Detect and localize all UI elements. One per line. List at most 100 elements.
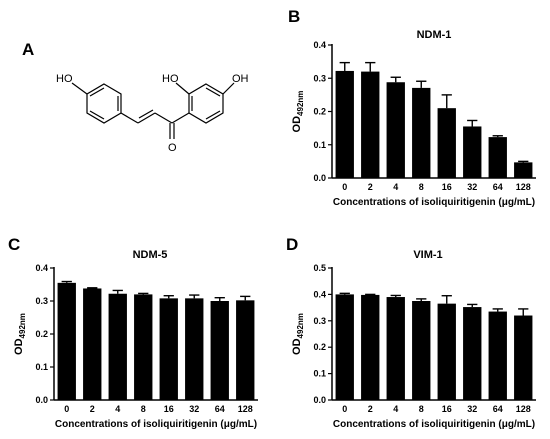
bar xyxy=(361,294,380,400)
bar xyxy=(83,288,102,400)
bar xyxy=(514,162,533,178)
y-axis-label: OD492nm xyxy=(13,313,27,355)
x-tick-label: 2 xyxy=(90,404,95,414)
panel-letter-a: A xyxy=(22,40,34,59)
left-ring-double-bond xyxy=(89,110,105,120)
bar xyxy=(412,87,431,178)
panel-c-chart: C NDM-5 0.0 0.1 0.2 0.3 0.4 0 2 4 8 16 32 64 128 OD4… xyxy=(8,235,258,430)
y-axis-label: OD492nm xyxy=(291,91,305,133)
x-tick-label: 16 xyxy=(442,404,452,414)
panel-letter-d: D xyxy=(286,235,298,254)
right-ring-double-bond xyxy=(205,87,221,97)
x-tick-label: 8 xyxy=(141,404,146,414)
bar xyxy=(463,307,482,400)
y-tick-label: 0.3 xyxy=(313,73,326,83)
ortho-hydroxyl-bond xyxy=(175,82,190,95)
panel-d-chart: D VIM-1 0.00.10.20.30.40.50 2 4 8 16 32 64 128 … xyxy=(286,235,536,430)
y-tick-label: 0.4 xyxy=(313,289,326,299)
y-tick-label: 0.4 xyxy=(313,40,326,50)
x-tick-label: 128 xyxy=(516,182,531,192)
y-axis-label-subscript: 492nm xyxy=(296,91,305,116)
x-axis-label: Concentrations of isoliquiritigenin (μg/… xyxy=(55,419,257,430)
x-tick-label: 8 xyxy=(419,182,424,192)
bar xyxy=(514,315,533,400)
x-tick-label: 32 xyxy=(467,404,477,414)
x-tick-label: 16 xyxy=(164,404,174,414)
alkene-double-bond xyxy=(138,109,154,119)
bar xyxy=(386,82,405,178)
x-tick-label: 64 xyxy=(493,404,503,414)
plot-area: 0.0 0.1 0.2 0.3 0.4 0 2 4 8 16 32 64 128 xyxy=(313,40,536,192)
panel-letter-c: C xyxy=(8,235,20,254)
bar xyxy=(134,294,153,400)
x-tick-label: 0 xyxy=(342,182,347,192)
chart-title: VIM-1 xyxy=(413,249,442,261)
chart-title: NDM-5 xyxy=(133,249,168,261)
bar xyxy=(361,71,380,178)
chart-title: NDM-1 xyxy=(417,29,452,41)
hydroxyl-label-para: OH xyxy=(232,73,249,85)
x-tick-label: 0 xyxy=(342,404,347,414)
bar xyxy=(488,137,507,178)
bar xyxy=(210,301,229,400)
x-tick-label: 4 xyxy=(393,182,398,192)
left-hydroxyl-bond xyxy=(71,82,88,95)
y-tick-label: 0.5 xyxy=(313,263,326,273)
hydroxyl-label-ortho: HO xyxy=(162,73,179,85)
left-phenol-ring xyxy=(86,83,122,124)
svg-text:OD492nm: OD492nm xyxy=(13,313,27,355)
plot-area: 0.0 0.1 0.2 0.3 0.4 0 2 4 8 16 32 64 128 xyxy=(35,263,258,414)
y-tick-label: 0.0 xyxy=(313,395,326,405)
x-tick-label: 32 xyxy=(467,182,477,192)
y-tick-label: 0.2 xyxy=(35,329,48,339)
y-tick-label: 0.3 xyxy=(313,316,326,326)
y-axis-label-subscript: 492nm xyxy=(18,313,27,338)
para-hydroxyl-bond xyxy=(222,82,235,95)
bar xyxy=(185,298,204,400)
y-axis-label-main: OD xyxy=(291,116,303,133)
y-tick-label: 0.1 xyxy=(313,369,326,379)
plot-area: 0.0 0.1 0.2 0.3 0.4 0.5 0 2 4 8 16 32 64 128 xyxy=(313,263,536,414)
svg-text:OD492nm: OD492nm xyxy=(291,91,305,133)
bar xyxy=(488,311,507,400)
bar xyxy=(57,282,76,400)
bar xyxy=(463,126,482,178)
bar xyxy=(236,300,255,400)
x-axis-label: Concentrations of isoliquiritigenin (μg/… xyxy=(333,197,535,208)
bar xyxy=(108,293,127,400)
isoliquiritigenin-structure xyxy=(71,82,235,139)
x-tick-label: 2 xyxy=(368,182,373,192)
bar xyxy=(412,301,431,400)
right-ring-double-bond xyxy=(205,110,221,120)
y-tick-label: 0.0 xyxy=(313,173,326,183)
panel-a-structure: A HO HO OH xyxy=(22,40,249,154)
left-ring-double-bond xyxy=(89,87,105,97)
y-axis-label: OD492nm xyxy=(291,313,305,355)
y-axis-label-main: OD xyxy=(291,338,303,355)
panel-letter-b: B xyxy=(288,7,300,26)
bar xyxy=(159,298,178,400)
bar xyxy=(437,108,456,178)
carbonyl-oxygen-label: O xyxy=(168,142,177,154)
y-tick-label: 0.1 xyxy=(35,362,48,372)
panel-b-chart: B NDM-1 0.0 0.1 0.2 0.3 0.4 0 2 4 8 16 32 64 128 OD4… xyxy=(288,7,536,208)
alkene-bond xyxy=(137,112,156,124)
x-tick-label: 8 xyxy=(419,404,424,414)
y-tick-label: 0.3 xyxy=(35,296,48,306)
chain-bond xyxy=(171,112,190,124)
bar xyxy=(437,303,456,400)
x-tick-label: 4 xyxy=(115,404,120,414)
bar xyxy=(335,70,354,178)
y-tick-label: 0.2 xyxy=(313,107,326,117)
x-tick-label: 32 xyxy=(189,404,199,414)
y-tick-label: 0.2 xyxy=(313,342,326,352)
x-tick-label: 16 xyxy=(442,182,452,192)
chain-bond xyxy=(154,112,173,124)
x-tick-label: 2 xyxy=(368,404,373,414)
x-axis-label: Concentrations of isoliquiritigenin (μg/… xyxy=(333,419,535,430)
y-axis-label-subscript: 492nm xyxy=(296,313,305,338)
x-tick-label: 0 xyxy=(64,404,69,414)
x-tick-label: 128 xyxy=(238,404,253,414)
right-phenol-ring xyxy=(188,83,224,124)
